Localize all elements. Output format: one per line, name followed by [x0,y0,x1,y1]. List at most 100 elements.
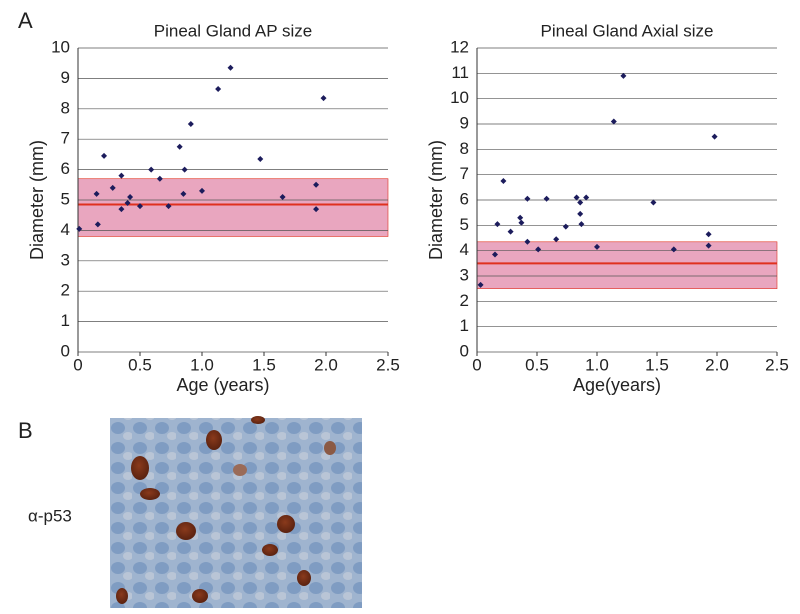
point [118,172,125,179]
point [320,95,327,102]
point [101,152,108,159]
point [477,281,484,288]
point [118,206,125,213]
point [517,214,524,221]
y-tick-label: 0 [460,341,469,360]
point [524,238,531,245]
point [670,246,677,253]
point [578,221,585,228]
x-tick-label: 0.5 [525,355,549,374]
reference-band [77,178,389,237]
point [494,221,501,228]
micrograph [110,416,362,608]
x-tick-label: 1.0 [585,355,609,374]
point [156,175,163,182]
point [137,203,143,210]
point [577,210,584,217]
point [518,219,525,226]
x-tick-label: 2.5 [765,355,789,374]
y-tick-label: 3 [61,250,70,269]
point [507,228,514,235]
y-tick-label: 5 [460,215,469,234]
y-tick-label: 0 [61,341,70,360]
y-tick-label: 9 [460,113,469,132]
point [711,133,718,140]
y-tick-label: 7 [460,164,469,183]
x-axis-title: Age (years) [176,375,269,395]
x-tick-label: 0.5 [128,355,152,374]
y-tick-label: 10 [450,88,469,107]
point [279,193,286,200]
point [199,187,205,194]
y-tick-label: 12 [450,37,469,56]
x-tick-label: 1.5 [252,355,276,374]
y-tick-label: 5 [61,189,70,208]
point [148,166,155,173]
y-tick-label: 7 [61,129,70,148]
y-tick-label: 8 [61,98,70,117]
x-tick-label: 1.0 [190,355,214,374]
point [176,143,183,150]
y-tick-label: 3 [460,265,469,284]
y-tick-label: 11 [451,63,469,82]
chart-title: Pineal Gland AP size [154,21,312,40]
point [610,118,617,125]
y-tick-label: 2 [61,281,70,300]
point [127,193,134,200]
point [577,199,584,206]
point [93,190,100,197]
point [562,223,569,230]
y-axis-title: Diameter (mm) [27,140,47,260]
x-tick-label: 2.0 [314,355,338,374]
point [543,195,550,202]
y-tick-label: 8 [460,139,469,158]
y-tick-label: 6 [61,159,70,178]
point [583,194,590,201]
panel-label: B [18,418,33,443]
point [257,155,264,162]
point [180,190,187,197]
y-tick-label: 1 [61,311,70,330]
point [705,242,712,249]
point [524,195,531,202]
point [187,121,194,127]
point [535,246,542,253]
point [76,225,83,232]
panel-label: A [18,8,33,33]
y-tick-label: 6 [460,189,469,208]
x-tick-label: 0 [73,355,82,374]
y-tick-label: 1 [460,316,469,335]
image-label: α-p53 [28,506,72,525]
point [313,181,320,188]
x-tick-label: 1.5 [645,355,669,374]
point [553,236,560,243]
x-axis-title: Age(years) [573,375,661,395]
point [181,166,188,173]
point [650,199,657,206]
x-tick-label: 2.5 [376,355,400,374]
point [227,64,234,71]
point [594,243,600,250]
point [215,86,222,93]
y-tick-label: 4 [460,240,469,259]
point [165,203,172,210]
y-axis-title: Diameter (mm) [426,140,446,260]
y-tick-label: 9 [61,68,70,87]
y-tick-label: 4 [61,220,70,239]
point [620,72,627,79]
point [313,206,320,213]
point [500,178,507,184]
point [492,251,498,258]
point [109,184,116,191]
point [705,231,712,238]
reference-band [476,241,778,289]
point [124,200,131,207]
chart-title: Pineal Gland Axial size [541,21,714,40]
x-tick-label: 0 [472,355,481,374]
point [573,194,580,201]
point [94,221,101,228]
y-tick-label: 2 [460,291,469,310]
y-tick-label: 10 [51,37,70,56]
x-tick-label: 2.0 [705,355,729,374]
